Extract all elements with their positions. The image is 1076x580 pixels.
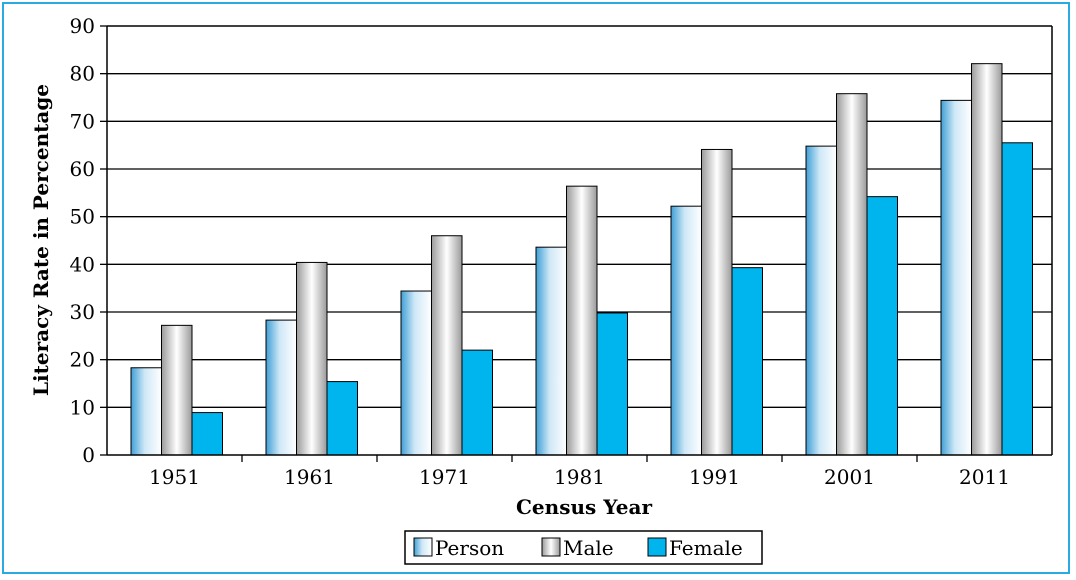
x-tick-label: 1991 — [689, 465, 740, 489]
bar-male-1961 — [296, 261, 328, 456]
x-tick-label: 1951 — [149, 465, 200, 489]
legend-label-person: Person — [435, 536, 504, 560]
y-tick-label: 0 — [82, 443, 95, 467]
y-tick-label: 30 — [70, 300, 95, 324]
bar-male-1981 — [566, 185, 598, 456]
legend-swatch-male — [541, 537, 561, 557]
y-tick-label: 40 — [70, 252, 95, 276]
legend-label-female: Female — [669, 536, 743, 560]
bar-person-1991 — [670, 205, 702, 456]
bar-person-2011 — [940, 99, 972, 456]
x-axis-ticks: 1951 1961 1971 1981 1991 2001 2011 — [149, 455, 1010, 489]
y-tick-label: 20 — [70, 348, 95, 372]
bar-person-1961 — [265, 319, 297, 456]
bar-female-1981 — [596, 312, 628, 456]
bar-female-2001 — [866, 196, 898, 456]
bar-female-1951 — [191, 412, 223, 456]
y-tick-label: 80 — [70, 62, 95, 86]
x-tick-label: 1971 — [419, 465, 470, 489]
x-tick-label: 1961 — [284, 465, 335, 489]
bar-male-1991 — [701, 148, 733, 456]
y-axis-ticks: 0 10 20 30 40 50 60 70 80 90 — [70, 14, 107, 467]
bar-female-1991 — [731, 267, 763, 456]
y-tick-label: 60 — [70, 157, 95, 181]
y-axis-title: Literacy Rate in Percentage — [29, 84, 53, 396]
x-tick-label: 2011 — [959, 465, 1010, 489]
bar-female-1971 — [461, 349, 493, 456]
bar-male-1971 — [431, 235, 463, 456]
x-tick-label: 2001 — [824, 465, 875, 489]
bar-person-1981 — [535, 246, 567, 456]
bar-person-2001 — [805, 145, 837, 456]
bar-female-2011 — [1001, 142, 1033, 456]
y-tick-label: 50 — [70, 205, 95, 229]
legend-swatch-person — [413, 537, 433, 557]
x-tick-label: 1981 — [554, 465, 605, 489]
y-tick-label: 90 — [70, 14, 95, 38]
legend: Person Male Female — [404, 530, 763, 565]
bar-female-1961 — [326, 381, 358, 456]
y-tick-label: 70 — [70, 109, 95, 133]
bar-male-1951 — [161, 324, 193, 456]
bar-male-2001 — [836, 93, 868, 456]
bar-person-1971 — [400, 290, 432, 456]
x-axis-title: Census Year — [516, 495, 652, 519]
bar-person-1951 — [130, 367, 162, 456]
bars — [130, 63, 1033, 456]
legend-label-male: Male — [563, 536, 614, 560]
chart-frame — [2, 2, 1070, 574]
y-tick-label: 10 — [70, 395, 95, 419]
legend-swatch-female — [647, 537, 667, 557]
bar-male-2011 — [971, 63, 1003, 456]
legend-border — [404, 530, 763, 565]
